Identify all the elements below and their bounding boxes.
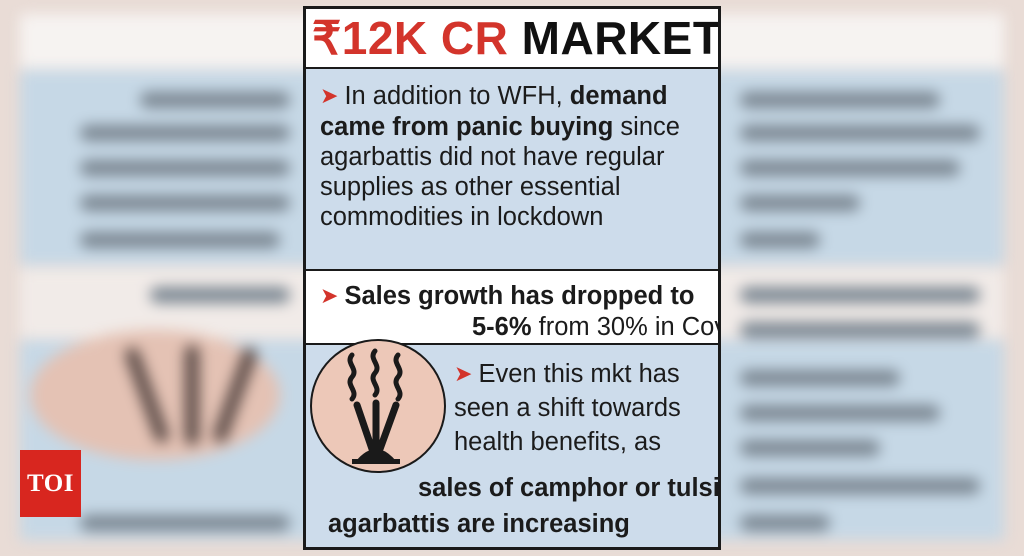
point-2-bold: Sales growth has dropped to xyxy=(344,282,695,310)
point-1: ➤ In addition to WFH, demand came from pa… xyxy=(306,67,718,269)
bg-line xyxy=(740,515,830,531)
point-1-line-2: came from panic buying since xyxy=(320,112,704,142)
point-2-line-2: 5-6% from 30% in Covid xyxy=(320,312,718,342)
bg-line xyxy=(140,92,290,108)
toi-logo: TOI xyxy=(20,450,81,517)
point-1-bold: demand xyxy=(569,82,668,110)
point-2-line-1: ➤ Sales growth has dropped to xyxy=(320,281,708,312)
bg-line xyxy=(740,195,860,211)
arrow-icon: ➤ xyxy=(320,83,339,108)
bg-line xyxy=(740,160,960,176)
bg-line xyxy=(740,287,980,303)
point-1-text: In addition to WFH, xyxy=(344,82,570,110)
point-1-line-3: agarbattis did not have regular xyxy=(320,143,665,171)
bg-line xyxy=(80,125,290,141)
incense-sticks-icon xyxy=(310,339,446,473)
bg-line xyxy=(80,195,290,211)
bg-line xyxy=(740,322,980,338)
bg-line xyxy=(740,232,820,248)
point-1-bold: came from panic buying xyxy=(320,113,614,141)
point-2-bold: 5-6% xyxy=(472,313,532,341)
arrow-icon: ➤ xyxy=(320,283,339,308)
bg-line xyxy=(80,160,290,176)
point-3-line-5: agarbattis are increasing xyxy=(328,510,630,538)
point-1-text: since xyxy=(613,113,680,141)
bg-line xyxy=(80,232,280,248)
point-1-line-5: commodities in lockdown xyxy=(320,203,604,231)
bg-line xyxy=(740,92,940,108)
point-1-line-4: supplies as other essential xyxy=(320,173,621,201)
point-2: ➤ Sales growth has dropped to 5-6% from 3… xyxy=(306,269,718,343)
bg-line xyxy=(740,478,980,494)
bg-line xyxy=(740,370,900,386)
title-market: MARKET xyxy=(508,12,721,64)
bg-line xyxy=(740,125,980,141)
point-3-line-1: ➤ Even this mkt has xyxy=(454,359,680,390)
bg-line xyxy=(740,405,940,421)
point-3-line-3: health benefits, as xyxy=(454,428,661,456)
point-3-line-2: seen a shift towards xyxy=(454,394,681,422)
bg-line xyxy=(80,515,290,531)
point-1-line-1: ➤ In addition to WFH, demand xyxy=(320,81,704,112)
card-title: ₹12K CR MARKET xyxy=(306,9,718,67)
infographic-card: ₹12K CR MARKET ➤ In addition to WFH, dema… xyxy=(303,6,721,550)
title-rupee: ₹12K CR xyxy=(312,12,509,64)
point-2-text: from 30% in Covid xyxy=(538,313,718,341)
point-3-text: Even this mkt has xyxy=(478,360,680,388)
point-3: ➤ Even this mkt has seen a shift towards … xyxy=(306,347,718,547)
point-3-line-4: sales of camphor or tulsi xyxy=(418,474,720,502)
bg-line xyxy=(150,287,290,303)
arrow-icon: ➤ xyxy=(454,361,473,386)
bg-line xyxy=(740,440,880,456)
bg-stick xyxy=(185,345,199,445)
bg-circle xyxy=(30,330,280,460)
